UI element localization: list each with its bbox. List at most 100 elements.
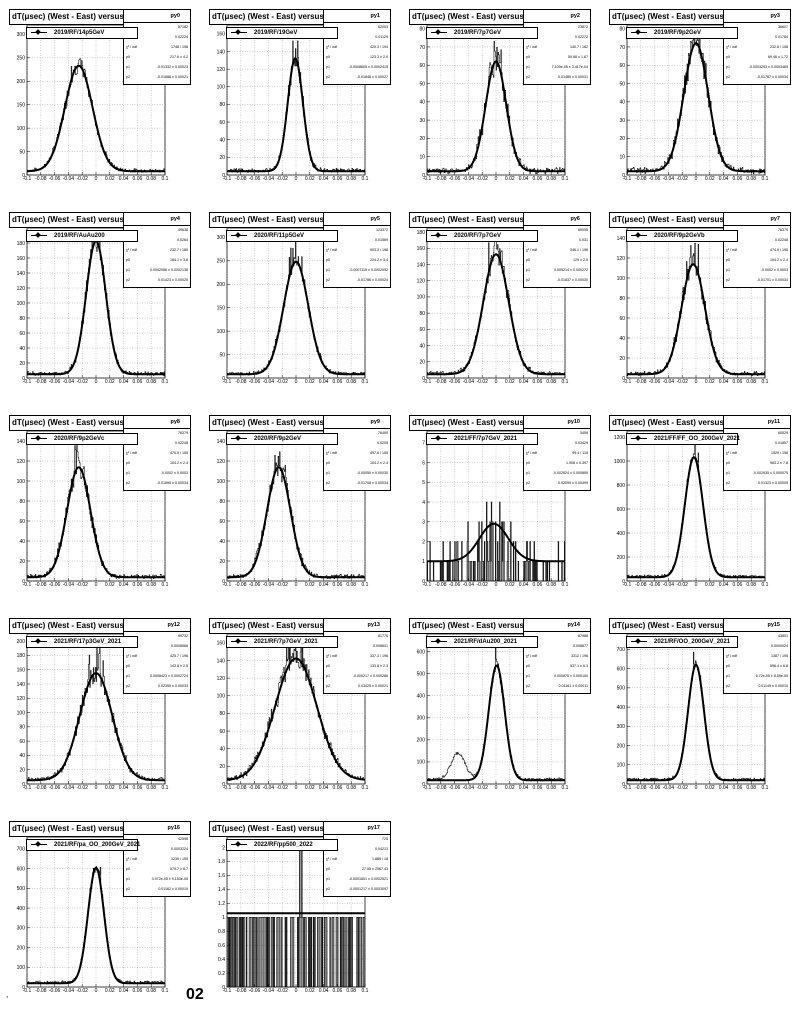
stats-row: p2 0.02099 ± 0.00499 (526, 479, 588, 488)
y-tick-label: 50 (219, 352, 225, 358)
y-tick-label: 0 (22, 782, 25, 788)
legend-marker-icon (435, 29, 441, 35)
stats-key: p0 (726, 461, 730, 465)
stats-value: -0.000217 ± 0.000266 (352, 674, 388, 678)
y-tick-label: 80 (419, 26, 425, 32)
y-tick-label: 700 (17, 847, 26, 853)
stats-row: p0 129 ± 2.5 (526, 256, 588, 265)
y-tick-label: 120 (217, 459, 226, 465)
y-tick-label: 0 (222, 376, 225, 382)
plot-title: dT(μsec) (West - East) versus Z (609, 212, 734, 228)
y-tick-label: 40 (619, 100, 625, 106)
x-tick-label: 0.04 (119, 379, 129, 385)
stats-row: χ² / ndf 497.6 / 195 (326, 449, 388, 458)
x-tick-label: -0.02 (676, 176, 688, 182)
x-tick-label: -0.08 (435, 379, 447, 385)
stats-key: χ² / ndf (126, 857, 138, 861)
stats-value: 76379 (178, 431, 188, 435)
x-tick-label: -0.06 (649, 176, 661, 182)
y-tick-label: 200 (217, 282, 226, 288)
stats-key: p1 (126, 268, 130, 272)
x-tick-label: -0.1 (623, 785, 632, 791)
x-tick-label: -0.02 (276, 176, 288, 182)
histogram-series (227, 847, 365, 988)
plot-title: dT(μsec) (West - East) versus Z (9, 415, 134, 431)
stats-value: 6.72e-05 ± 8.59e-05 (755, 674, 788, 678)
y-tick-label: 60 (419, 327, 425, 333)
stats-value: 123372 (376, 228, 388, 232)
x-tick-label: 0.06 (333, 582, 343, 588)
stats-row: p1 0.0002066 ± 0.0002138 (126, 266, 188, 275)
stats-key: p1 (126, 471, 130, 475)
y-tick-label: 150 (17, 102, 26, 108)
y-tick-label: 60 (19, 331, 25, 337)
x-tick-label: -0.1 (223, 176, 232, 182)
x-tick-label: -0.08 (635, 785, 647, 791)
y-tick-label: 0 (22, 173, 25, 179)
y-tick-label: 100 (17, 301, 26, 307)
y-tick-label: 80 (619, 296, 625, 302)
legend-box: 2020/RF/7p7GeV (426, 230, 538, 242)
stats-row: p0 596.4 ± 6.8 (726, 662, 788, 671)
stats-row: p2 -0.01895 ± 0.00034 (126, 479, 188, 488)
legend-marker-icon (435, 435, 441, 441)
x-tick-label: -0.1 (223, 582, 232, 588)
legend-label: 2019/RF/AuAu200 (54, 233, 105, 239)
x-tick-label: -0.02 (476, 379, 488, 385)
x-tick-label: -0.1 (423, 379, 432, 385)
y-tick-label: 800 (617, 483, 626, 489)
y-tick-label: 100 (417, 760, 426, 766)
plot-title: dT(μsec) (West - East) versus Z (409, 618, 534, 634)
stats-name: py6 (524, 213, 590, 226)
x-tick-label: -0.08 (635, 176, 647, 182)
x-tick-label: 0.04 (719, 582, 729, 588)
histogram-pad: -0.1 -0.08 -0.06 -0.04 -0.02 0 0.02 0.04 0.06 0.0… (200, 203, 400, 406)
y-tick-label: 50 (419, 81, 425, 87)
stats-value: 3312 / 196 (571, 654, 588, 658)
x-tick-label: 0.06 (533, 785, 543, 791)
stats-value: 337.3 / 196 (370, 654, 388, 658)
stats-row: 23872 (526, 23, 588, 32)
stats-value: 123.3 ± 2.0 (370, 55, 388, 59)
stats-key: χ² / ndf (526, 45, 538, 49)
x-tick-label: 0.1 (362, 582, 369, 588)
y-tick-label: 60 (619, 63, 625, 69)
x-tick-label: 0.08 (346, 176, 356, 182)
stats-row: 62053 (326, 23, 388, 32)
stats-value: 0.008877 (573, 644, 588, 648)
stats-key: p1 (526, 674, 530, 678)
y-tick-label: 10 (619, 155, 625, 161)
fit-curve (27, 466, 165, 579)
x-tick-label: 0.02 (505, 785, 515, 791)
stats-key: p1 (326, 268, 330, 272)
stats-row: χ² / ndf 99.4 / 118 (526, 449, 588, 458)
stats-value: 579.7 ± 6.7 (170, 867, 188, 871)
stats-key: χ² / ndf (326, 45, 338, 49)
x-tick-label: 0.02 (505, 582, 515, 588)
x-tick-label: 0.02 (705, 785, 715, 791)
y-tick-label: 100 (17, 965, 26, 971)
stats-value: 143.8 ± 2.5 (170, 664, 188, 668)
stats-key: p0 (126, 55, 130, 59)
x-tick-label: 0.08 (546, 785, 556, 791)
y-tick-label: 0 (422, 782, 425, 788)
footer-mark: , (6, 990, 9, 999)
y-tick-label: 100 (217, 85, 226, 91)
y-tick-label: 600 (617, 507, 626, 513)
x-tick-label: 0.1 (562, 379, 569, 385)
plot-title: dT(μsec) (West - East) versus Z (209, 618, 334, 634)
x-tick-label: 0.06 (333, 785, 343, 791)
stats-value: 1529 / 198 (771, 451, 788, 455)
stats-value: -0.01837 ± 0.00030 (556, 278, 588, 282)
x-tick-label: -0.04 (263, 176, 275, 182)
y-tick-label: 60 (219, 729, 225, 735)
stats-key: p0 (726, 664, 730, 668)
stats-value: 133.8 ± 2.3 (370, 664, 388, 668)
y-tick-label: 0 (22, 985, 25, 991)
stats-key: p2 (326, 278, 330, 282)
stats-value: -0.01888 ± 0.00021 (156, 75, 188, 79)
legend-box: 2020/RF/11p5GeV (226, 230, 338, 242)
stats-value: 725 (382, 837, 388, 841)
